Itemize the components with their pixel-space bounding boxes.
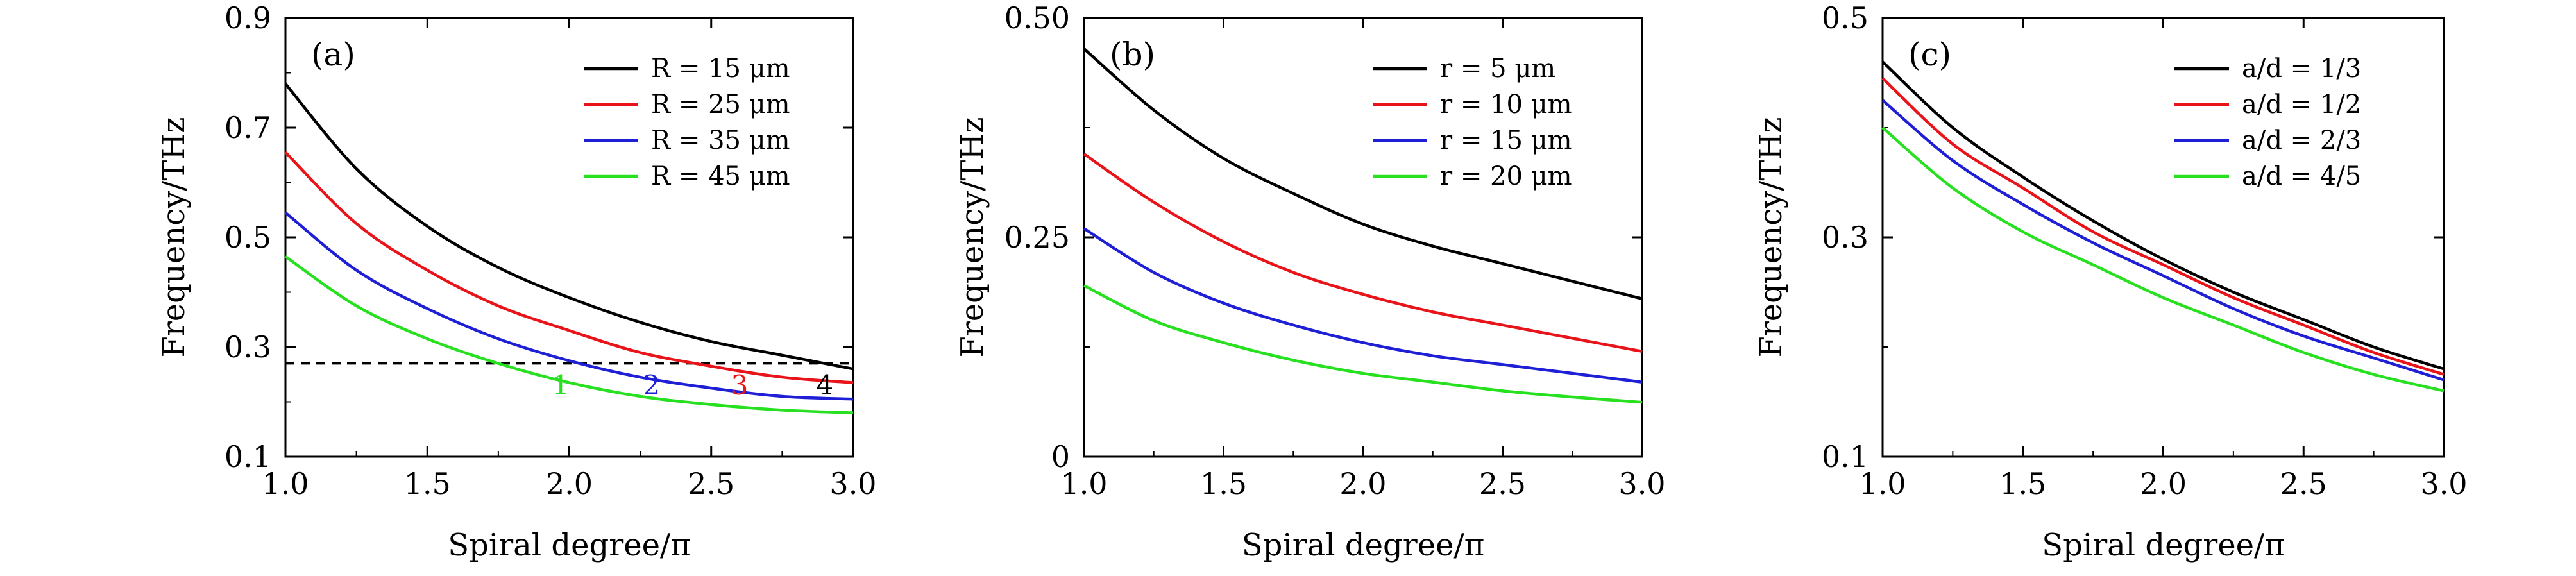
plot-frame — [1083, 17, 1643, 458]
annotation-label: 2 — [643, 369, 660, 401]
x-tick-label: 1.0 — [1859, 466, 1906, 501]
series-line-2 — [1083, 227, 1643, 384]
series-line-1 — [1881, 77, 2445, 376]
legend-entry: r = 20 μm — [1440, 162, 1572, 191]
y-tick-label: 0.1 — [225, 439, 271, 474]
y-axis-label: Frequency/THz — [954, 117, 990, 358]
series-line-1 — [284, 151, 854, 384]
y-tick-label: 0.3 — [1822, 220, 1868, 255]
x-tick-label: 1.5 — [1200, 466, 1247, 501]
legend-entry: R = 35 μm — [651, 126, 790, 155]
y-tick-label: 0.5 — [225, 220, 271, 255]
y-tick-label: 0.25 — [1004, 220, 1070, 255]
x-tick-label: 2.5 — [688, 466, 734, 501]
annotation-label: 1 — [552, 369, 570, 401]
x-tick-label: 2.0 — [1339, 466, 1386, 501]
x-tick-label: 1.0 — [262, 466, 309, 501]
series-line-1 — [1083, 153, 1643, 353]
legend-entry: R = 15 μm — [651, 54, 790, 83]
series-line-0 — [1083, 47, 1643, 300]
legend-entry: r = 5 μm — [1440, 54, 1555, 83]
series-line-2 — [284, 211, 854, 401]
y-tick-label: 0.9 — [225, 1, 271, 35]
y-tick-label: 0.5 — [1822, 1, 1868, 35]
legend-entry: a/d = 1/2 — [2242, 90, 2361, 119]
x-tick-label: 1.5 — [404, 466, 451, 501]
panel-label: (b) — [1110, 36, 1155, 73]
panel-2: 1.0 1.5 2.0 2.5 3.0 0.1 0.3 0.5 Spiral degree/π F… — [1753, 1, 2468, 563]
x-axis-label: Spiral degree/π — [2042, 527, 2284, 563]
x-tick-label: 1.0 — [1060, 466, 1107, 501]
y-axis-label: Frequency/THz — [1753, 117, 1789, 358]
legend-entry: a/d = 4/5 — [2242, 162, 2361, 191]
x-axis-label: Spiral degree/π — [1242, 527, 1484, 563]
x-tick-label: 2.0 — [546, 466, 593, 501]
x-axis-label: Spiral degree/π — [448, 527, 690, 563]
legend-entry: a/d = 1/3 — [2242, 54, 2361, 83]
legend-entry: R = 25 μm — [651, 90, 790, 119]
x-tick-label: 2.5 — [2280, 466, 2327, 501]
x-tick-label: 3.0 — [1618, 466, 1665, 501]
plot-frame — [1881, 17, 2445, 458]
panel-label: (a) — [311, 36, 355, 73]
y-tick-label: 0.50 — [1004, 1, 1070, 35]
series-line-0 — [284, 83, 854, 371]
panel-0: 1.0 1.5 2.0 2.5 3.0 0.1 0.3 0.5 0.7 0.9 Spiral deg… — [156, 1, 877, 563]
x-tick-label: 3.0 — [2420, 466, 2467, 501]
y-tick-label: 0.3 — [225, 330, 271, 364]
panel-label: (c) — [1908, 36, 1951, 73]
y-tick-label: 0.7 — [225, 110, 271, 145]
annotation-label: 4 — [816, 369, 833, 401]
y-axis-label: Frequency/THz — [156, 117, 192, 358]
annotation-label: 3 — [731, 369, 749, 401]
x-tick-label: 2.0 — [2140, 466, 2187, 501]
y-tick-label: 0 — [1051, 439, 1070, 474]
x-tick-label: 2.5 — [1479, 466, 1526, 501]
series-line-0 — [1881, 60, 2445, 371]
legend-entry: r = 10 μm — [1440, 90, 1572, 119]
legend-entry: R = 45 μm — [651, 162, 790, 191]
y-tick-label: 0.1 — [1822, 439, 1868, 474]
panel-1: 1.0 1.5 2.0 2.5 3.0 0 0.25 0.50 Spiral degree/π F… — [954, 1, 1666, 563]
series-line-3 — [1881, 126, 2445, 393]
legend-entry: a/d = 2/3 — [2242, 126, 2361, 155]
series-line-2 — [1881, 99, 2445, 382]
legend-entry: r = 15 μm — [1440, 126, 1572, 155]
series-line-3 — [1083, 284, 1643, 404]
series-line-3 — [284, 255, 854, 414]
x-tick-label: 1.5 — [1999, 466, 2046, 501]
x-tick-label: 3.0 — [829, 466, 876, 501]
